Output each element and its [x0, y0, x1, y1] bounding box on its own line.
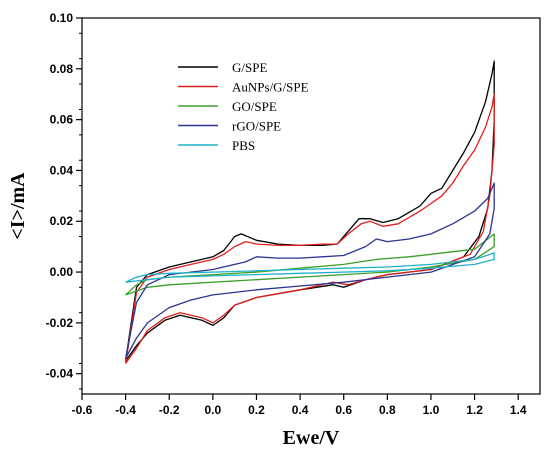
- legend: G/SPE AuNPs/G/SPE GO/SPE rGO/SPE PBS: [178, 60, 309, 153]
- x-tick-label: 1.2: [466, 403, 483, 417]
- axis-ticks: -0.6 -0.4 -0.2 0.0 0.2 0.4 0.6 0.8 1.0 1.2 1.4 -0.0…: [46, 11, 527, 417]
- legend-label: PBS: [232, 138, 255, 153]
- y-tick-label: 0.02: [50, 214, 74, 228]
- x-tick-label: 0.6: [335, 403, 352, 417]
- y-axis-title: <I>/mA: [7, 172, 29, 240]
- x-tick-label: -0.2: [159, 403, 180, 417]
- legend-label: GO/SPE: [232, 99, 277, 114]
- x-tick-label: 0.8: [379, 403, 396, 417]
- x-tick-label: -0.4: [115, 403, 136, 417]
- x-tick-label: 1.0: [423, 403, 440, 417]
- series-line-1: [124, 93, 495, 364]
- series-line-4: [125, 252, 495, 283]
- legend-label: AuNPs/G/SPE: [232, 80, 309, 95]
- x-tick-label: 1.4: [510, 403, 527, 417]
- data-curves: [124, 60, 495, 364]
- x-tick-label: 0.4: [292, 403, 309, 417]
- y-tick-label: -0.04: [46, 367, 74, 381]
- legend-label: rGO/SPE: [232, 119, 281, 134]
- x-tick-label: -0.6: [72, 403, 93, 417]
- y-tick-label: 0.10: [50, 11, 74, 25]
- y-tick-label: 0.06: [50, 113, 74, 127]
- y-tick-label: 0.04: [50, 163, 74, 177]
- x-tick-label: 0.2: [248, 403, 265, 417]
- y-tick-label: 0.08: [50, 62, 74, 76]
- legend-label: G/SPE: [232, 60, 267, 75]
- x-axis-title: Ewe/V: [283, 427, 340, 449]
- series-line-3: [124, 182, 495, 359]
- plot-frame: [81, 17, 541, 395]
- y-tick-label: 0.00: [50, 265, 74, 279]
- series-line-2: [125, 233, 495, 296]
- x-tick-label: 0.0: [205, 403, 222, 417]
- y-tick-label: -0.02: [46, 316, 74, 330]
